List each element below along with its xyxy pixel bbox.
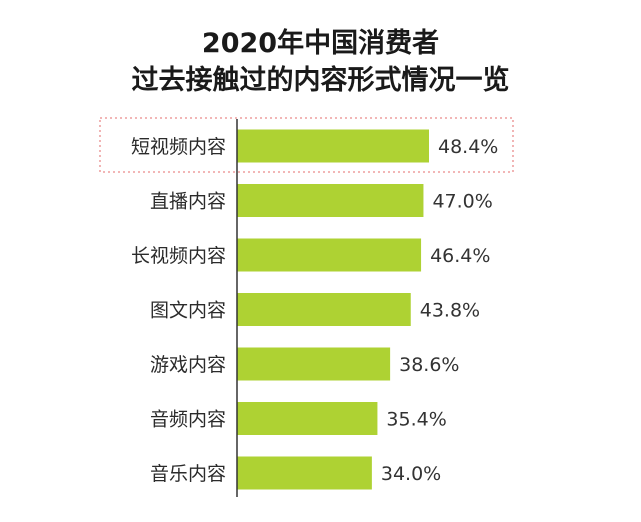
highlight-box — [99, 117, 514, 173]
bar — [237, 456, 372, 490]
bar — [237, 129, 429, 163]
bar — [237, 293, 411, 326]
bar — [237, 238, 422, 272]
value-label: 35.4% — [386, 409, 446, 431]
category-label: 长视频内容 — [131, 245, 226, 267]
value-label: 46.4% — [430, 245, 490, 267]
chart-title-line-2: 过去接触过的内容形式情况一览 — [131, 65, 510, 96]
value-label: 48.4% — [438, 136, 498, 158]
category-label: 游戏内容 — [150, 354, 226, 376]
category-label: 音乐内容 — [150, 463, 226, 485]
value-label: 47.0% — [432, 191, 492, 213]
bar — [237, 347, 391, 381]
category-label: 短视频内容 — [131, 136, 226, 158]
value-label: 38.6% — [399, 354, 459, 376]
chart-title-line-1: 2020年中国消费者 — [201, 28, 440, 59]
value-label: 34.0% — [381, 463, 441, 485]
category-label: 图文内容 — [150, 300, 226, 322]
value-label: 43.8% — [420, 300, 480, 322]
bar — [237, 184, 424, 217]
category-label: 音频内容 — [150, 409, 226, 431]
bar — [237, 402, 378, 435]
category-label: 直播内容 — [150, 191, 226, 213]
